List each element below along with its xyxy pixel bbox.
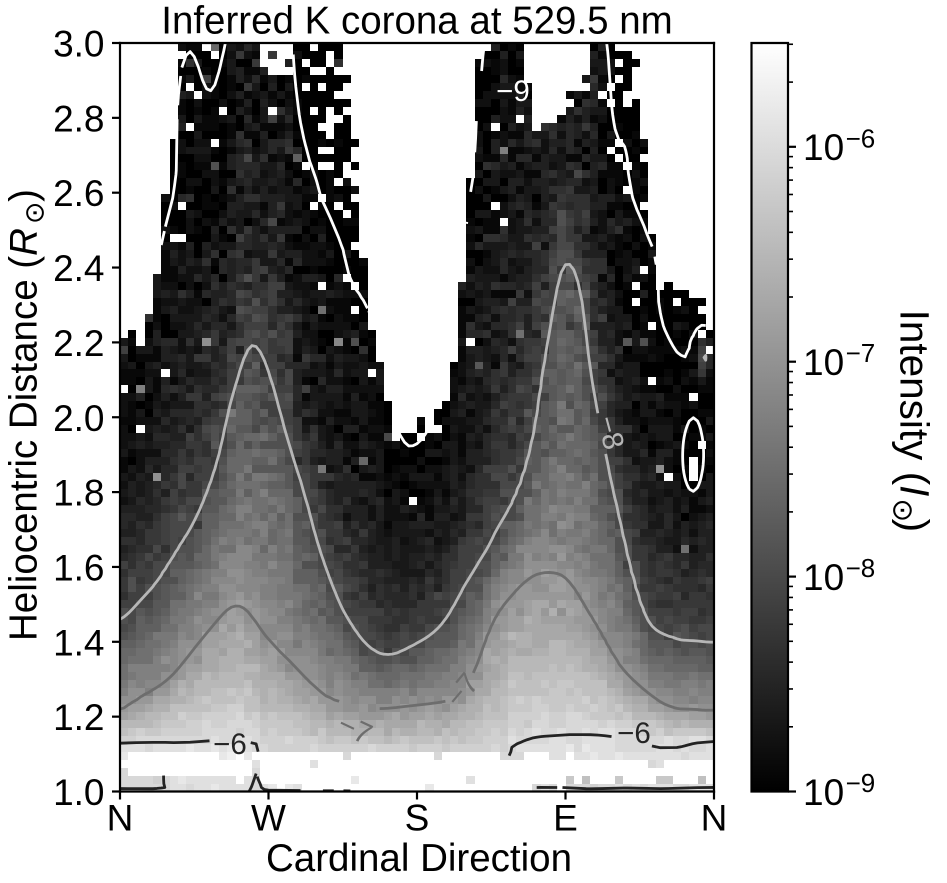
svg-text:Intensity (: Intensity ( bbox=[892, 310, 938, 486]
svg-text:1.0: 1.0 bbox=[53, 772, 104, 813]
svg-text:−6: −6 bbox=[617, 717, 651, 750]
svg-text:−9: −9 bbox=[846, 768, 876, 798]
svg-text:R: R bbox=[3, 228, 46, 256]
svg-text:10: 10 bbox=[803, 342, 844, 383]
svg-text:2.6: 2.6 bbox=[53, 173, 104, 214]
svg-text:3.0: 3.0 bbox=[53, 24, 104, 65]
svg-text:10: 10 bbox=[803, 127, 844, 168]
svg-text:N: N bbox=[701, 798, 728, 839]
svg-text:N: N bbox=[107, 798, 134, 839]
svg-text:2.2: 2.2 bbox=[53, 323, 104, 364]
svg-text:1.8: 1.8 bbox=[53, 473, 104, 514]
svg-text:W: W bbox=[251, 798, 286, 839]
svg-text:−7: −7 bbox=[846, 338, 876, 368]
svg-text:⊙: ⊙ bbox=[887, 498, 919, 522]
svg-text:10: 10 bbox=[803, 557, 844, 598]
svg-text:1.6: 1.6 bbox=[53, 547, 104, 588]
svg-text:1.2: 1.2 bbox=[53, 697, 104, 738]
svg-text:Heliocentric Distance (: Heliocentric Distance ( bbox=[3, 256, 46, 641]
svg-text:Inferred K corona at 529.5 nm: Inferred K corona at 529.5 nm bbox=[161, 0, 673, 43]
svg-text:1.4: 1.4 bbox=[53, 622, 104, 663]
svg-text:S: S bbox=[405, 798, 430, 839]
svg-text:): ) bbox=[3, 189, 46, 202]
svg-text:I: I bbox=[892, 485, 938, 496]
svg-text:E: E bbox=[553, 798, 578, 839]
svg-text:2.4: 2.4 bbox=[53, 248, 104, 289]
svg-text:10: 10 bbox=[803, 772, 844, 813]
svg-text:−9: −9 bbox=[496, 75, 530, 108]
svg-text:Cardinal Direction: Cardinal Direction bbox=[266, 837, 572, 880]
svg-text:−6: −6 bbox=[846, 123, 876, 153]
svg-text:2.0: 2.0 bbox=[53, 398, 104, 439]
svg-text:⊙: ⊙ bbox=[20, 201, 50, 224]
svg-text:): ) bbox=[892, 519, 938, 533]
svg-text:−6: −6 bbox=[213, 728, 247, 761]
svg-text:2.8: 2.8 bbox=[53, 98, 104, 139]
svg-text:−8: −8 bbox=[846, 553, 876, 583]
